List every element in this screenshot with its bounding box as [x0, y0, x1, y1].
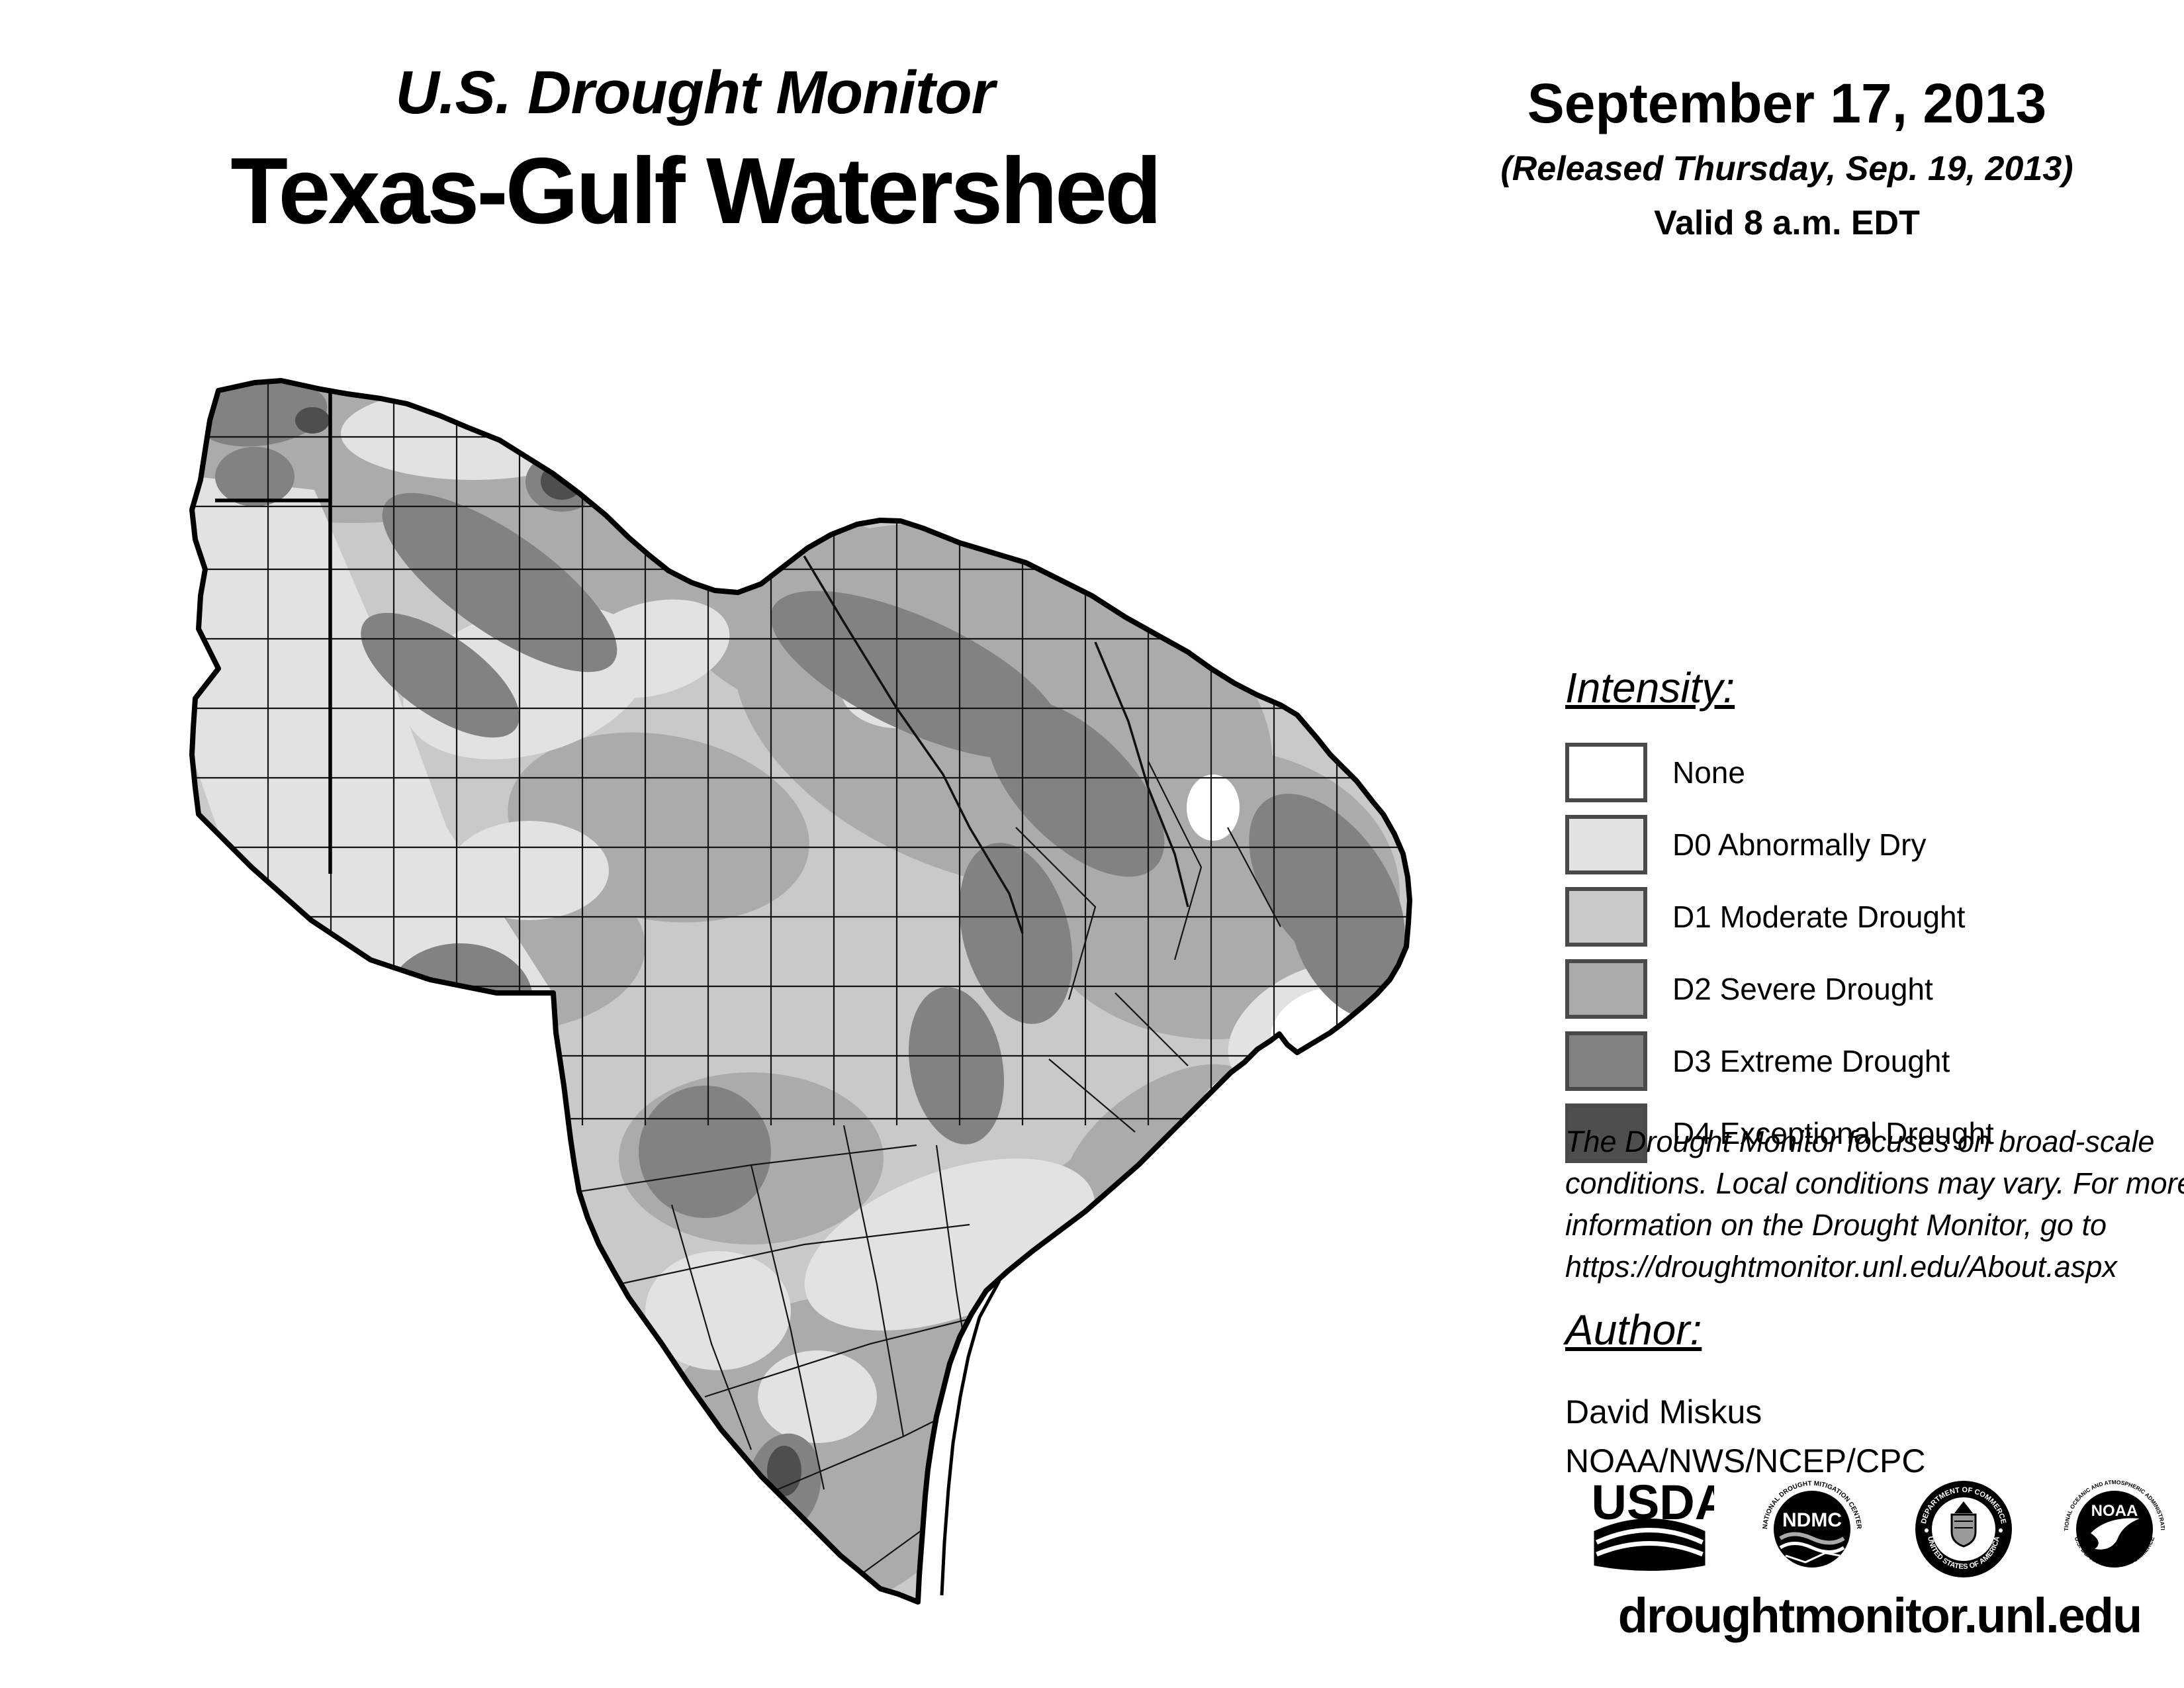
- svg-text:NDMC: NDMC: [1782, 1509, 1842, 1531]
- usda-logo: USDA: [1592, 1478, 1714, 1571]
- valid-time: Valid 8 a.m. EDT: [1654, 204, 1920, 242]
- legend-row-none: None: [1565, 743, 2161, 802]
- noaa-logo: NATIONAL OCEANIC AND ATMOSPHERIC ADMINIS…: [2062, 1475, 2166, 1570]
- swatch-d2: [1565, 959, 1647, 1019]
- date-block: September 17, 2013 (Released Thursday, S…: [1476, 71, 2098, 243]
- legend-label: D3 Extreme Drought: [1672, 1044, 1950, 1078]
- legend-label: None: [1672, 755, 1745, 790]
- state-boundary-lines: [215, 384, 332, 874]
- barrier-islands: [940, 1280, 1001, 1596]
- legend-label: D0 Abnormally Dry: [1672, 827, 1927, 862]
- legend-label: D2 Severe Drought: [1672, 972, 1933, 1006]
- author-name: David Miskus: [1565, 1393, 1762, 1430]
- svg-text:NOAA: NOAA: [2091, 1502, 2138, 1520]
- legend-row-d0: D0 Abnormally Dry: [1565, 815, 2161, 874]
- legend-heading: Intensity:: [1565, 664, 1735, 712]
- legend-list: None D0 Abnormally Dry D1 Moderate Droug…: [1565, 743, 2161, 1163]
- map-date: September 17, 2013: [1527, 72, 2047, 134]
- drought-map: [156, 364, 1413, 1628]
- author-block: Author: David Miskus NOAA/NWS/NCEP/CPC: [1565, 1305, 1926, 1480]
- river-lines: [803, 555, 1189, 934]
- region-title: Texas-Gulf Watershed: [230, 138, 1161, 244]
- commerce-seal-logo: DEPARTMENT OF COMMERCE UNITED STATES OF …: [1915, 1481, 2012, 1577]
- swatch-d3: [1565, 1031, 1647, 1091]
- legend: Intensity: None D0 Abnormally Dry D1 Mod…: [1565, 663, 2161, 1176]
- legend-row-d4: D4 Exceptional Drought: [1565, 1103, 2161, 1163]
- legend-label: D4 Exceptional Drought: [1672, 1116, 1994, 1150]
- author-org: NOAA/NWS/NCEP/CPC: [1565, 1442, 1926, 1479]
- swatch-none: [1565, 743, 1647, 802]
- footer-url: droughtmonitor.unl.edu: [1617, 1588, 2142, 1643]
- swatch-d0: [1565, 815, 1647, 874]
- swatch-d1: [1565, 887, 1647, 947]
- released-date: (Released Thursday, Sep. 19, 2013): [1500, 150, 2073, 188]
- title-block: U.S. Drought Monitor Texas-Gulf Watershe…: [165, 58, 1224, 246]
- report-title: U.S. Drought Monitor: [395, 59, 995, 126]
- author-heading: Author:: [1565, 1306, 1702, 1354]
- disclaimer-text: The Drought Monitor focuses on broad-sca…: [1565, 1125, 2184, 1284]
- watershed-map-svg: [156, 364, 1413, 1628]
- legend-row-d3: D3 Extreme Drought: [1565, 1031, 2161, 1091]
- swatch-d4: [1565, 1103, 1647, 1163]
- legend-row-d1: D1 Moderate Drought: [1565, 887, 2161, 947]
- logo-row: USDA NATIONAL DROUGHT MITIGATION CENTER …: [1585, 1475, 2167, 1581]
- ndmc-logo: NATIONAL DROUGHT MITIGATION CENTER UNIVE…: [1762, 1480, 1862, 1568]
- legend-label: D1 Moderate Drought: [1672, 900, 1966, 934]
- legend-row-d2: D2 Severe Drought: [1565, 959, 2161, 1019]
